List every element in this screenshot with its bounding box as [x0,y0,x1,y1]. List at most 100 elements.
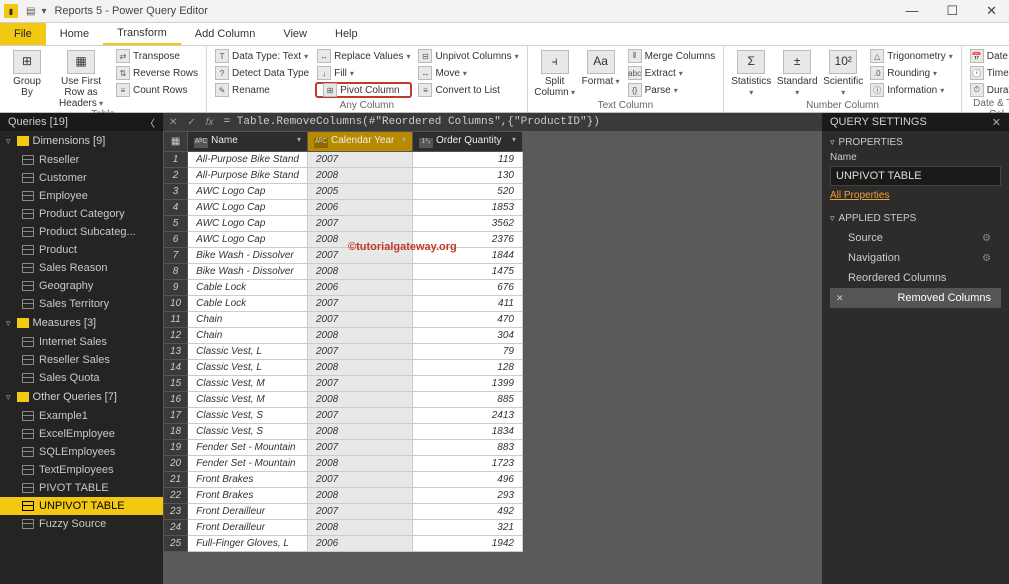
fill-button[interactable]: ↓Fill [315,65,412,81]
cell[interactable]: Bike Wash - Dissolver [188,264,308,280]
cell[interactable]: Chain [188,328,308,344]
tab-transform[interactable]: Transform [103,23,181,45]
formula-input[interactable]: = Table.RemoveColumns(#"Reordered Column… [224,116,816,128]
statistics-button[interactable]: ΣStatistics [730,48,772,100]
row-number[interactable]: 14 [164,360,188,376]
fx-icon[interactable]: fx [206,117,214,128]
duration-button[interactable]: ⏱Duration [968,82,1009,98]
query-item[interactable]: Product Category [0,205,163,223]
query-item[interactable]: Sales Territory [0,295,163,313]
format-button[interactable]: AaFormat [580,48,622,100]
trigonometry-button[interactable]: △Trigonometry [868,48,955,64]
query-item[interactable]: TextEmployees [0,461,163,479]
cell[interactable]: Classic Vest, M [188,376,308,392]
reverse-rows-button[interactable]: ⇅Reverse Rows [114,65,200,81]
tab-view[interactable]: View [269,23,321,45]
query-item[interactable]: Employee [0,187,163,205]
cell[interactable]: 130 [412,168,522,184]
query-item[interactable]: Example1 [0,407,163,425]
cell[interactable]: 411 [412,296,522,312]
query-item[interactable]: Product Subcateg... [0,223,163,241]
pivot-column-button[interactable]: ⊞Pivot Column [315,82,412,98]
row-number[interactable]: 16 [164,392,188,408]
cell[interactable]: 2413 [412,408,522,424]
replace-values-button[interactable]: ↔Replace Values [315,48,412,64]
cell[interactable]: AWC Logo Cap [188,184,308,200]
cell[interactable]: 3562 [412,216,522,232]
cell[interactable]: 2007 [307,312,412,328]
row-number[interactable]: 25 [164,536,188,552]
cell[interactable]: 1942 [412,536,522,552]
query-item[interactable]: Sales Reason [0,259,163,277]
cell[interactable]: Classic Vest, L [188,344,308,360]
row-number[interactable]: 21 [164,472,188,488]
formula-cancel-icon[interactable]: ✕ [169,117,177,128]
cell[interactable]: 2008 [307,488,412,504]
cell[interactable]: 470 [412,312,522,328]
settings-close-icon[interactable]: ✕ [992,116,1001,129]
gear-icon[interactable]: ⚙ [982,233,991,244]
row-number[interactable]: 13 [164,344,188,360]
all-properties-link[interactable]: All Properties [830,190,1001,201]
cell[interactable]: AWC Logo Cap [188,232,308,248]
cell[interactable]: 492 [412,504,522,520]
cell[interactable]: 885 [412,392,522,408]
applied-step[interactable]: Navigation⚙ [830,248,1001,268]
row-number[interactable]: 11 [164,312,188,328]
cell[interactable]: 1723 [412,456,522,472]
cell[interactable]: 2007 [307,472,412,488]
cell[interactable]: Classic Vest, M [188,392,308,408]
cell[interactable]: 2007 [307,248,412,264]
move-button[interactable]: ↔Move [416,65,520,81]
formula-accept-icon[interactable]: ✓ [187,117,195,128]
qat-dropdown-icon[interactable]: ▾ [41,6,46,17]
query-item[interactable]: Geography [0,277,163,295]
data-grid[interactable]: ▦AᴮCName▾AᴮCCalendar Year▾1²₃Order Quant… [163,131,523,552]
row-number[interactable]: 6 [164,232,188,248]
row-number[interactable]: 1 [164,152,188,168]
tab-home[interactable]: Home [46,23,103,45]
time-button[interactable]: 🕐Time [968,65,1009,81]
folder[interactable]: Other Queries [7] [0,387,163,407]
cell[interactable]: 2005 [307,184,412,200]
cell[interactable]: 79 [412,344,522,360]
tab-file[interactable]: File [0,23,46,45]
cell[interactable]: 676 [412,280,522,296]
save-icon[interactable]: ▤ [26,6,35,17]
properties-header[interactable]: PROPERTIES [830,137,1001,148]
scientific-button[interactable]: 10²Scientific [822,48,864,100]
query-item[interactable]: Customer [0,169,163,187]
cell[interactable]: Classic Vest, L [188,360,308,376]
cell[interactable]: Fender Set - Mountain [188,440,308,456]
rounding-button[interactable]: .0Rounding [868,65,955,81]
row-number[interactable]: 24 [164,520,188,536]
folder[interactable]: Dimensions [9] [0,131,163,151]
cell[interactable]: 2376 [412,232,522,248]
cell[interactable]: 2007 [307,504,412,520]
query-item[interactable]: Reseller Sales [0,351,163,369]
data-type-button[interactable]: TData Type: Text [213,48,311,64]
transpose-button[interactable]: ⇄Transpose [114,48,200,64]
cell[interactable]: 2008 [307,520,412,536]
cell[interactable]: 1844 [412,248,522,264]
cell[interactable]: 2007 [307,376,412,392]
column-header[interactable]: AᴮCCalendar Year▾ [307,132,412,152]
cell[interactable]: Classic Vest, S [188,408,308,424]
close-button[interactable]: ✕ [978,1,1005,21]
cell[interactable]: 2007 [307,216,412,232]
column-header[interactable]: AᴮCName▾ [188,132,308,152]
split-column-button[interactable]: ⫞Split Column [534,48,576,100]
cell[interactable]: 520 [412,184,522,200]
parse-button[interactable]: {}Parse [626,82,718,98]
cell[interactable]: Front Derailleur [188,504,308,520]
cell[interactable]: Classic Vest, S [188,424,308,440]
tab-help[interactable]: Help [321,23,372,45]
cell[interactable]: 1475 [412,264,522,280]
cell[interactable]: 2008 [307,392,412,408]
use-first-row-button[interactable]: ▦Use First Row as Headers [52,48,110,109]
query-item[interactable]: Internet Sales [0,333,163,351]
cell[interactable]: Chain [188,312,308,328]
cell[interactable]: 2006 [307,536,412,552]
row-number[interactable]: 17 [164,408,188,424]
cell[interactable]: 1853 [412,200,522,216]
